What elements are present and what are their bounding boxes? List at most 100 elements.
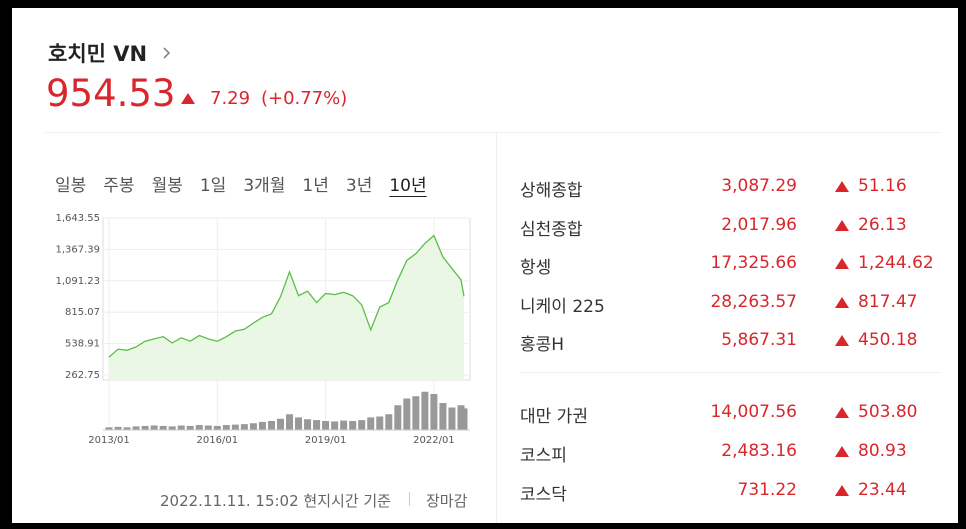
volume-bar bbox=[159, 425, 167, 430]
index-row[interactable]: 대만 가권 14,007.56 503.80 bbox=[520, 402, 940, 432]
index-name: 대만 가권 bbox=[520, 407, 588, 427]
area bbox=[109, 235, 464, 380]
tab[interactable]: 일봉 bbox=[55, 176, 87, 196]
x-tick-label: 2022/01 bbox=[413, 435, 455, 446]
volume-bar bbox=[231, 424, 239, 430]
index-value: 5,867.31 bbox=[721, 330, 797, 350]
volume-bar bbox=[460, 408, 468, 430]
up-icon bbox=[181, 93, 195, 104]
index-value: 731.22 bbox=[737, 480, 797, 500]
index-name: 홍콩H bbox=[520, 335, 565, 355]
index-name: 항셍 bbox=[520, 258, 552, 278]
volume-bar bbox=[394, 405, 402, 430]
volume-bar bbox=[195, 425, 203, 430]
index-row[interactable]: 코스닥 731.22 23.44 bbox=[520, 480, 940, 510]
volume-bar bbox=[240, 424, 248, 430]
index-name: 코스닥 bbox=[520, 485, 567, 505]
volume-bar bbox=[349, 421, 357, 430]
up-icon bbox=[835, 446, 849, 457]
index-change: 26.13 bbox=[858, 215, 907, 235]
separator bbox=[409, 492, 410, 506]
index-row[interactable]: 홍콩H 5,867.31 450.18 bbox=[520, 330, 940, 360]
index-value: 3,087.29 bbox=[721, 176, 797, 196]
y-tick-label: 1,091.23 bbox=[55, 276, 100, 287]
tab[interactable]: 1일 bbox=[199, 176, 227, 196]
volume-bar bbox=[249, 423, 257, 430]
tab[interactable]: 3년 bbox=[345, 176, 373, 196]
volume-bar bbox=[105, 427, 113, 430]
index-value: 17,325.66 bbox=[710, 253, 797, 273]
volume-bar bbox=[448, 407, 456, 430]
volume-bar bbox=[132, 426, 140, 430]
volume-bar bbox=[168, 426, 176, 430]
index-value: 28,263.57 bbox=[710, 292, 797, 312]
timestamp: 2022.11.11. 15:02 현지시간 기준 bbox=[160, 492, 391, 510]
volume-bar bbox=[141, 425, 149, 430]
index-row[interactable]: 항셍 17,325.66 1,244.62 bbox=[520, 253, 940, 283]
volume-bar bbox=[222, 425, 230, 430]
title[interactable]: 호치민 VN bbox=[48, 42, 148, 66]
tab[interactable]: 10년 bbox=[389, 176, 427, 196]
index-row[interactable]: 코스피 2,483.16 80.93 bbox=[520, 441, 940, 471]
chevron[interactable] bbox=[162, 46, 172, 60]
volume-bar bbox=[331, 421, 339, 430]
volume-bar bbox=[114, 426, 122, 430]
volume-bar bbox=[385, 414, 393, 430]
volume-bar bbox=[430, 394, 438, 430]
index-change: 1,244.62 bbox=[858, 253, 934, 273]
index-change: 450.18 bbox=[858, 330, 918, 350]
up-icon bbox=[835, 258, 849, 269]
tab[interactable]: 월봉 bbox=[151, 176, 183, 196]
volume-bar bbox=[367, 417, 375, 430]
volume-bar bbox=[186, 425, 194, 430]
x-tick-label: 2016/01 bbox=[197, 435, 239, 446]
price: 954.53 bbox=[46, 72, 176, 115]
volume-bar bbox=[421, 391, 429, 430]
tab[interactable]: 3개월 bbox=[243, 176, 286, 196]
volume-bar bbox=[412, 396, 420, 430]
tab[interactable]: 1년 bbox=[302, 176, 329, 196]
x-tick-label: 2019/01 bbox=[305, 435, 347, 446]
index-change: 817.47 bbox=[858, 292, 918, 312]
divider bbox=[45, 132, 940, 133]
index-value: 2,483.16 bbox=[721, 441, 797, 461]
index-row[interactable]: 니케이 225 28,263.57 817.47 bbox=[520, 292, 940, 322]
index-name: 심천종합 bbox=[520, 220, 583, 240]
divider bbox=[520, 372, 940, 373]
change-pct: (+0.77%) bbox=[261, 88, 348, 109]
up-icon bbox=[835, 485, 849, 496]
price-line bbox=[108, 234, 465, 358]
index-value: 2,017.96 bbox=[721, 215, 797, 235]
index-value: 14,007.56 bbox=[710, 402, 797, 422]
volume-bar bbox=[304, 419, 312, 430]
up-icon bbox=[835, 297, 849, 308]
index-change: 503.80 bbox=[858, 402, 918, 422]
index-change: 51.16 bbox=[858, 176, 907, 196]
tab[interactable]: 주봉 bbox=[103, 176, 135, 196]
volume-bar bbox=[286, 414, 294, 430]
y-tick-label: 815.07 bbox=[65, 307, 100, 318]
volume-bar bbox=[276, 418, 284, 430]
volume-bar bbox=[340, 420, 348, 430]
volume-bar bbox=[403, 398, 411, 430]
y-tick-label: 538.91 bbox=[65, 339, 100, 350]
volume-bar bbox=[123, 427, 131, 430]
volume-bar bbox=[439, 403, 447, 430]
index-change: 23.44 bbox=[858, 480, 907, 500]
index-row[interactable]: 심천종합 2,017.96 26.13 bbox=[520, 215, 940, 245]
up-icon bbox=[835, 407, 849, 418]
index-name: 코스피 bbox=[520, 446, 567, 466]
index-row[interactable]: 상해종합 3,087.29 51.16 bbox=[520, 176, 940, 206]
status: 장마감 bbox=[426, 492, 468, 510]
volume-bar bbox=[358, 420, 366, 430]
index-change: 80.93 bbox=[858, 441, 907, 461]
y-tick-label: 262.75 bbox=[65, 370, 100, 381]
volume-bar bbox=[376, 416, 384, 430]
change: 7.29 bbox=[210, 88, 251, 109]
tabs: 일봉 주봉 월봉 1일 3개월 1년 3년 10년 bbox=[55, 171, 427, 196]
widget: 호치민 VN 954.53 7.29 (+0.77%) 일봉 주봉 월봉 1일 3개월 1… bbox=[12, 8, 958, 523]
volume-bar bbox=[295, 417, 303, 430]
up-icon bbox=[835, 220, 849, 231]
volume-bar bbox=[213, 425, 221, 430]
chart: 1,643.55 1,367.39 1,091.23 815.07 538.91 262.… bbox=[55, 213, 471, 446]
